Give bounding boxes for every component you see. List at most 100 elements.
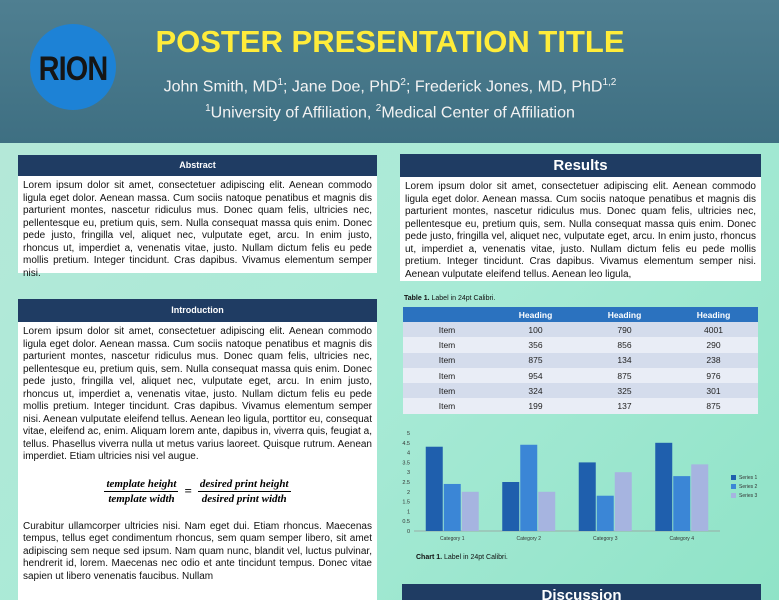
- table-cell: 238: [669, 352, 758, 368]
- y-tick-label: 1.5: [402, 500, 410, 506]
- x-tick-label: Category 2: [517, 536, 542, 542]
- discussion-heading: Discussion: [402, 584, 761, 600]
- chart-caption: Chart 1. Label in 24pt Calibri.: [416, 554, 508, 561]
- formula-equals: =: [184, 483, 192, 498]
- table-row: Item 954 875 976: [403, 367, 758, 384]
- abstract-text: Lorem ipsum dolor sit amet, consectetuer…: [23, 180, 372, 279]
- table-caption-label: Table 1.: [404, 295, 430, 302]
- affiliation-line: 1University of Affiliation, 2Medical Cen…: [120, 98, 660, 124]
- x-tick-label: Category 4: [670, 536, 695, 542]
- logo: RION: [30, 24, 116, 110]
- table-cell: 954: [491, 367, 580, 384]
- poster-title: POSTER PRESENTATION TITLE: [155, 24, 625, 59]
- table-header-cell: Heading: [491, 307, 580, 322]
- table-cell: 301: [669, 383, 758, 399]
- table-cell: Item: [403, 398, 491, 414]
- table-cell: 875: [669, 398, 758, 414]
- bar: [443, 483, 461, 531]
- table-cell: 856: [580, 337, 669, 353]
- formula-right-numerator: desired print height: [197, 477, 291, 492]
- table-cell: 325: [580, 383, 669, 399]
- table-row: Item 356 856 290: [403, 337, 758, 353]
- chart-caption-text: Label in 24pt Calibri.: [442, 554, 508, 561]
- y-tick-label: 1: [407, 509, 410, 515]
- results-chart: 0 0.5 1 1.5 2 2.5 3 3.5 4 4.5 5 Category 1 Category …: [398, 428, 760, 552]
- x-tick-label: Category 1: [440, 536, 465, 542]
- y-tick-label: 3: [407, 470, 410, 476]
- bar: [461, 491, 479, 531]
- table-cell: Item: [403, 337, 491, 353]
- legend-label: Series 2: [739, 484, 758, 490]
- affiliation-1: University of Affiliation,: [210, 104, 376, 122]
- bar: [691, 464, 709, 531]
- author-1: John Smith, MD: [163, 78, 278, 96]
- bar: [520, 444, 538, 531]
- results-text: Lorem ipsum dolor sit amet, consectetuer…: [405, 181, 756, 279]
- legend-swatch: [731, 493, 736, 498]
- formula-left-numerator: template height: [104, 477, 179, 492]
- results-table: Heading Heading Heading Item 100 790 4001 I…: [403, 307, 758, 414]
- table-cell: 134: [580, 352, 669, 368]
- y-tick-label: 5: [407, 431, 410, 437]
- table-row: Item 100 790 4001: [403, 322, 758, 338]
- formula-right-denominator: desired print width: [201, 492, 287, 505]
- formula-left-denominator: template width: [108, 492, 175, 505]
- author-1-sup: 1: [277, 77, 283, 88]
- affiliation-2: Medical Center of Affiliation: [381, 104, 575, 122]
- table-caption: Table 1. Label in 24pt Calibri.: [404, 295, 495, 302]
- legend-label: Series 1: [739, 475, 758, 481]
- logo-text: RION: [38, 50, 109, 88]
- legend-label: Series 3: [739, 493, 758, 499]
- table-cell: 356: [491, 337, 580, 353]
- authors-block: John Smith, MD1; Jane Doe, PhD2; Frederi…: [120, 72, 660, 125]
- author-3: ; Frederick Jones, MD, PhD: [405, 78, 603, 96]
- table-header-row: Heading Heading Heading: [403, 307, 758, 322]
- table-cell: 4001: [669, 322, 758, 338]
- table-cell: 199: [491, 398, 580, 414]
- aspect-ratio-formula: template height template width = desired…: [18, 478, 377, 505]
- y-tick-label: 3.5: [402, 460, 410, 466]
- table-cell: Item: [403, 352, 491, 368]
- y-tick-label: 4: [407, 451, 410, 457]
- table-header-cell: [403, 307, 491, 322]
- bar: [502, 482, 520, 531]
- x-tick-label: Category 3: [593, 536, 618, 542]
- bar: [596, 495, 614, 531]
- y-tick-label: 2: [407, 490, 410, 496]
- author-3-sup: 1,2: [602, 77, 617, 88]
- introduction-heading: Introduction: [18, 299, 377, 322]
- bar-chart-svg: 0 0.5 1 1.5 2 2.5 3 3.5 4 4.5 5 Category 1 Category …: [402, 431, 758, 542]
- table-cell: Item: [403, 383, 491, 399]
- table-row: Item 875 134 238: [403, 352, 758, 368]
- y-tick-label: 2.5: [402, 480, 410, 486]
- bar: [538, 491, 556, 531]
- introduction-text-continued: Curabitur ullamcorper ultricies nisi. Na…: [23, 520, 372, 582]
- table-row: Item 199 137 875: [403, 398, 758, 414]
- bar: [655, 442, 673, 531]
- table-cell: Item: [403, 322, 491, 338]
- affiliation-1-sup: 1: [205, 103, 211, 115]
- table-row: Item 324 325 301: [403, 383, 758, 399]
- author-line: John Smith, MD1; Jane Doe, PhD2; Frederi…: [120, 72, 660, 98]
- y-tick-label: 4.5: [402, 441, 410, 447]
- table-cell: 875: [491, 352, 580, 368]
- abstract-heading: Abstract: [18, 155, 377, 176]
- bar: [425, 446, 443, 531]
- affiliation-2-sup: 2: [375, 103, 382, 115]
- formula-left-fraction: template height template width: [104, 477, 179, 505]
- introduction-panel: Introduction Lorem ipsum dolor sit amet,…: [18, 299, 377, 600]
- table-cell: 324: [491, 383, 580, 399]
- table-cell: 290: [669, 337, 758, 353]
- legend-swatch: [731, 484, 736, 489]
- table-caption-text: Label in 24pt Calibri.: [429, 295, 496, 302]
- chart-caption-label: Chart 1.: [416, 554, 443, 561]
- table-cell: 100: [491, 322, 580, 338]
- legend-swatch: [731, 475, 736, 480]
- y-tick-label: 0: [407, 529, 410, 535]
- table-cell: 875: [580, 367, 669, 384]
- results-heading: Results: [400, 154, 761, 177]
- table-cell: Item: [403, 367, 491, 384]
- introduction-text: Lorem ipsum dolor sit amet, consectetuer…: [23, 326, 372, 462]
- y-tick-label: 0.5: [402, 519, 410, 525]
- results-panel: Results Lorem ipsum dolor sit amet, cons…: [400, 154, 761, 281]
